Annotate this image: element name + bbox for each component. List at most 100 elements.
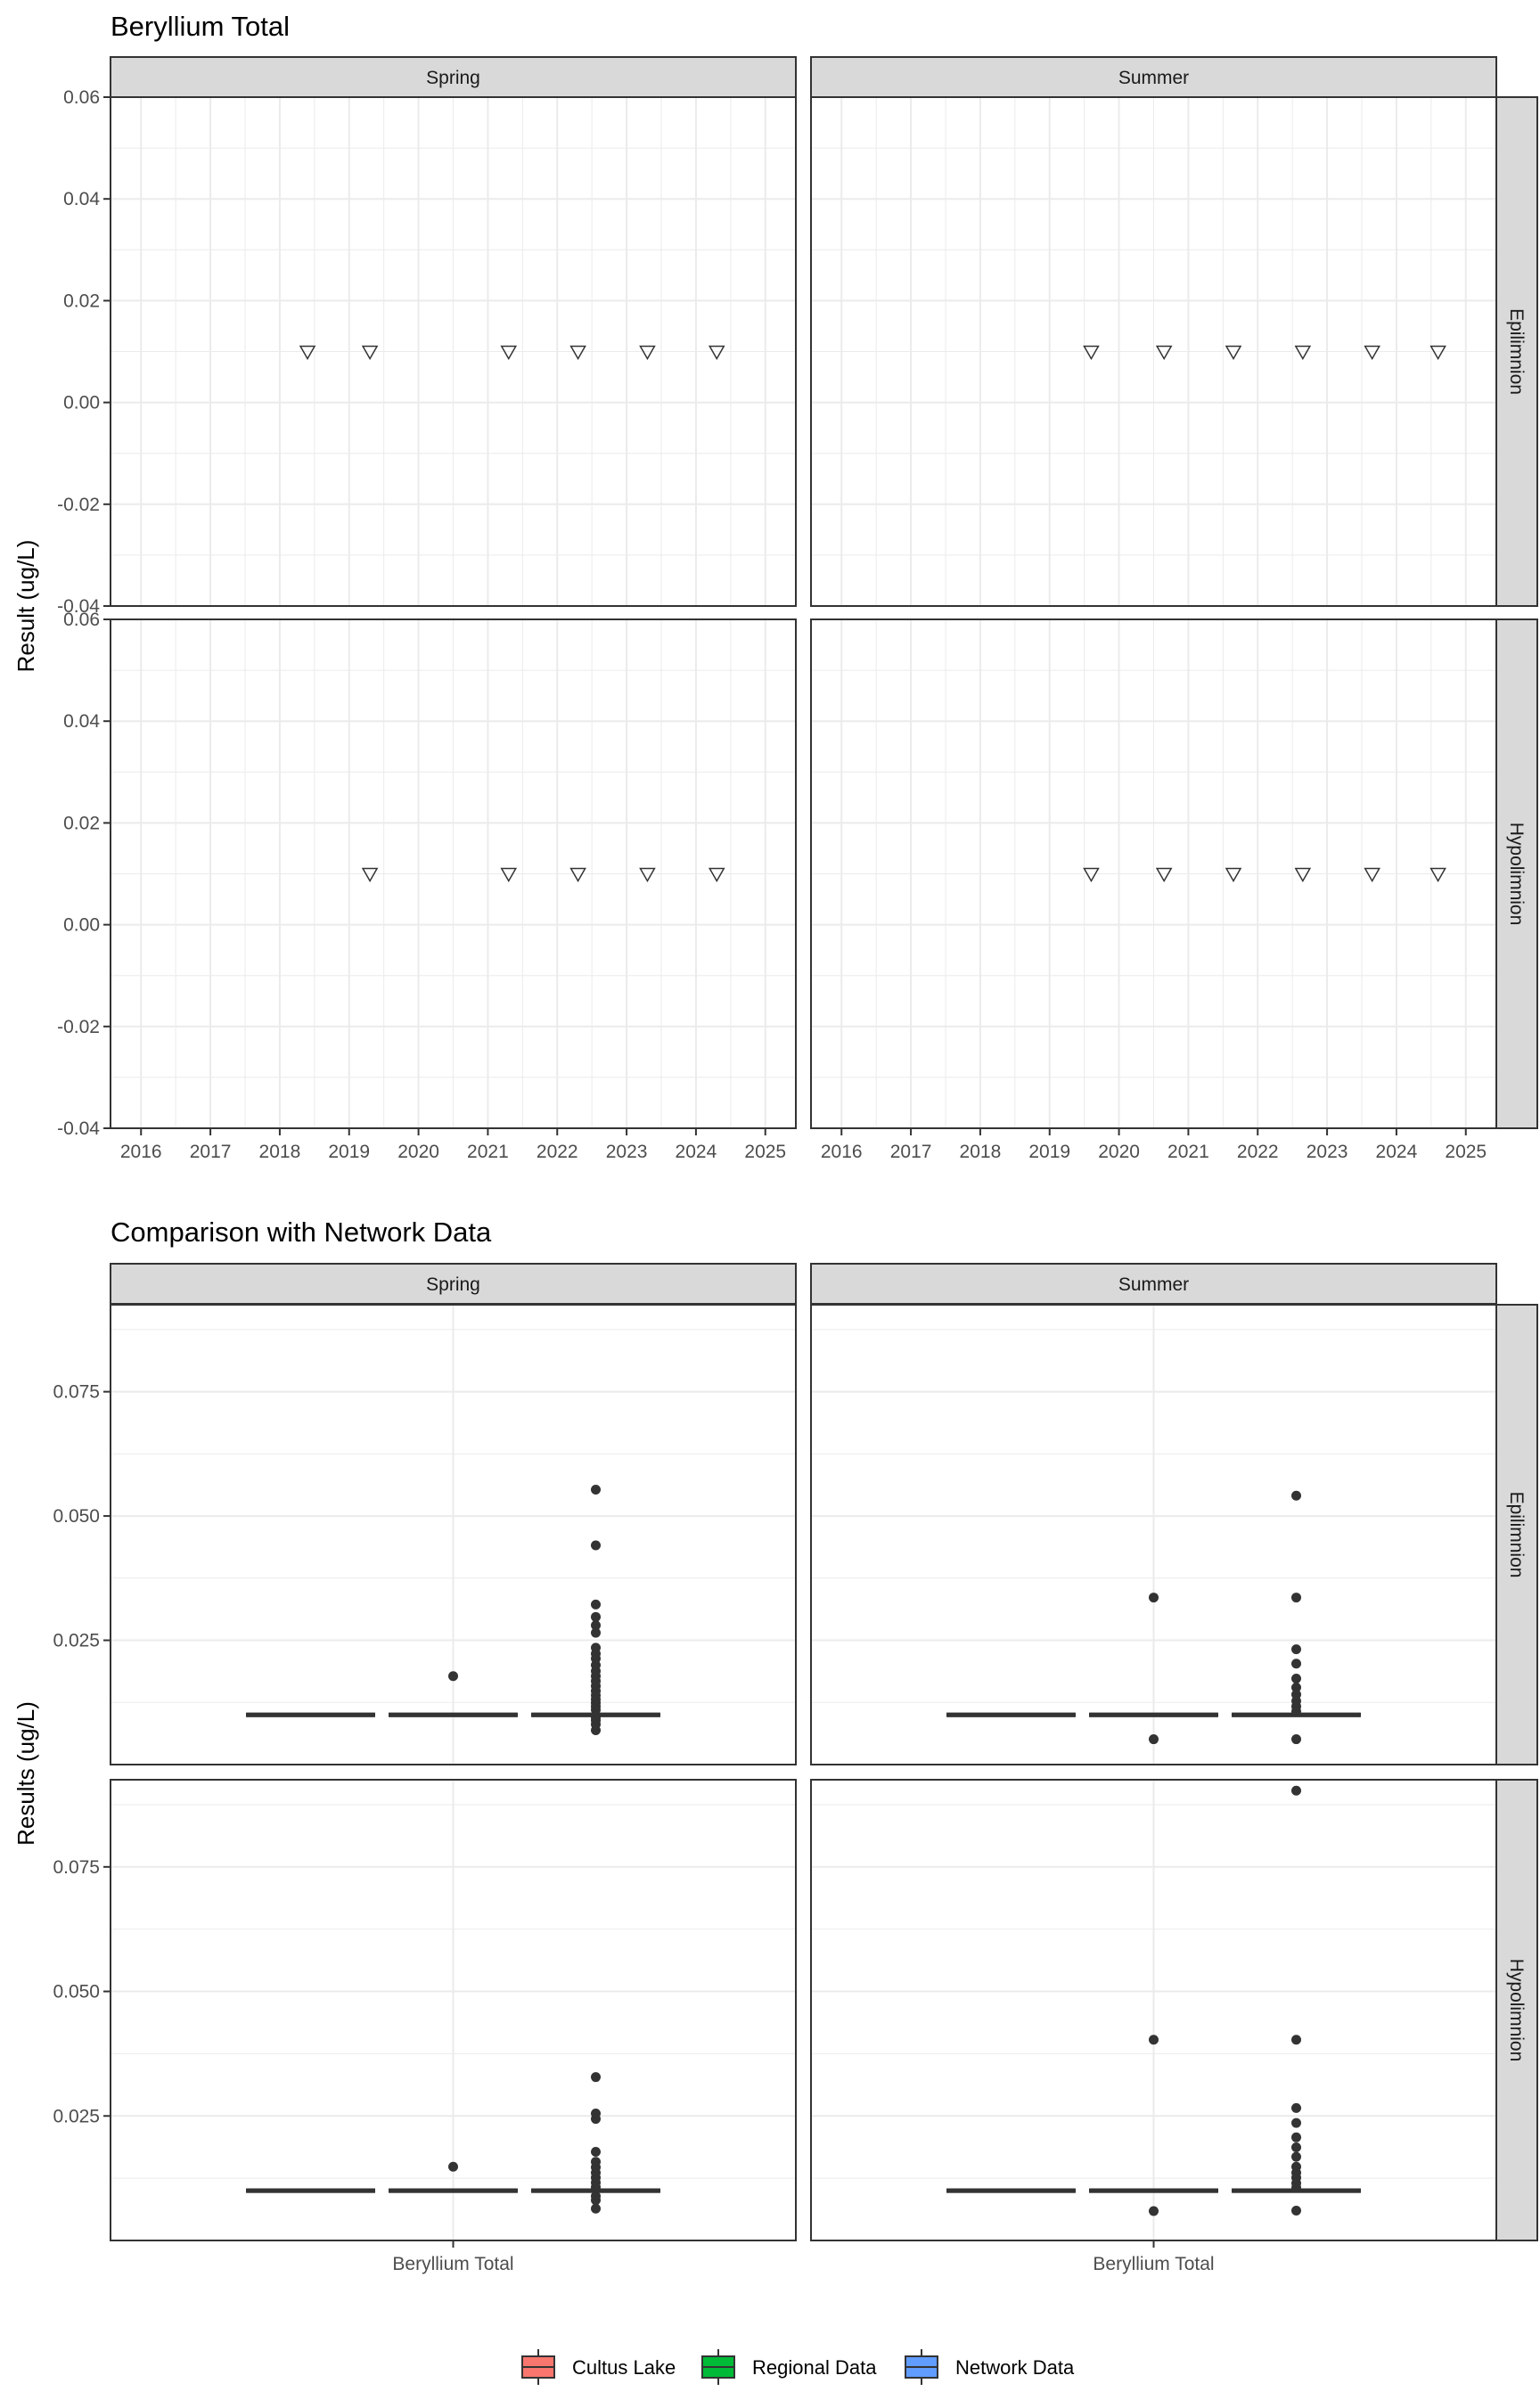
chart1-title: Beryllium Total [111,11,290,42]
chart2-row-epilimnion-strip-label: Epilimnion [1506,1492,1527,1578]
chart2-panel-hypolimnion-spring-outlier-network-data [591,2157,601,2167]
chart2-x-tick-label: Beryllium Total [1093,2254,1214,2274]
chart1-row-epilimnion-strip-label: Epilimnion [1506,308,1527,395]
chart2-panel-hypolimnion-summer-outlier-network-data [1291,2142,1301,2152]
chart1-y-tick-label: 0.04 [63,711,100,732]
chart2-row-epilimnion-strip [1495,1304,1538,1765]
chart2-panel-epilimnion-spring-outlier-network-data [591,1485,601,1495]
chart1-y-tick-label: -0.04 [57,596,100,617]
chart1-panel-epilimnion-spring-point [500,345,518,361]
chart1-panel-epilimnion-spring-point [299,345,316,361]
chart1-panel-epilimnion-summer-point [1429,345,1446,361]
chart1-panel-epilimnion-spring-point [639,345,656,361]
chart2-panel-epilimnion-spring-border [110,1304,797,1765]
chart1-x-tick-label: 2025 [744,1142,786,1162]
legend-item-cultus-lake-label: Cultus Lake [572,2356,676,2379]
chart1-x-tick-label: 2018 [259,1142,301,1162]
chart2-panel-epilimnion-summer-outlier-regional-data [1149,1734,1159,1745]
chart1-x-tick-label: 2023 [606,1142,648,1162]
chart2-col-summer-strip-label: Summer [1118,1274,1189,1295]
chart2-panel-epilimnion-summer-outlier-network-data [1291,1659,1301,1669]
chart1-x-tick-label: 2023 [1307,1142,1348,1162]
chart2-y-tick-label: 0.025 [53,1631,100,1651]
chart2-panel-hypolimnion-summer-outlier-network-data [1291,2132,1301,2142]
chart1-panel-hypolimnion-summer-point [1155,867,1173,883]
chart1-panel-epilimnion-summer-point [1155,345,1173,361]
chart1-panel-hypolimnion-spring-point [639,867,656,883]
chart1-x-tick-label: 2019 [1028,1142,1070,1162]
chart1-panel-hypolimnion-spring-point [708,867,725,883]
chart2-panel-epilimnion-spring-outlier-network-data [591,1642,601,1653]
chart1-panel-epilimnion-summer-point [1294,345,1312,361]
chart1-x-tick-label: 2020 [1098,1142,1140,1162]
chart2-panel-hypolimnion-summer-outlier-network-data [1291,2102,1301,2113]
legend-item-regional-data-label: Regional Data [752,2356,877,2379]
chart1-panel-epilimnion-spring-point [569,345,586,361]
chart1-y-axis-label: Result (ug/L) [12,540,39,673]
chart2-x-tick-label: Beryllium Total [392,2254,513,2274]
chart1-panel-hypolimnion-summer-point [1225,867,1242,883]
chart2-panel-epilimnion-summer-outlier-network-data [1291,1734,1301,1745]
chart2-col-summer-strip [810,1263,1497,1305]
chart2-panel-hypolimnion-spring-outlier-network-data [591,2147,601,2158]
chart2-panel-hypolimnion-summer-outlier-regional-data [1149,2206,1159,2216]
chart2-panel-epilimnion-summer-outlier-network-data [1291,1689,1301,1700]
chart1-panel-hypolimnion-spring-point [361,867,379,883]
chart1-y-tick-label: 0.00 [63,915,100,936]
chart1-y-tick-label: -0.04 [57,1118,100,1139]
chart1-x-tick-label: 2017 [890,1142,932,1162]
chart2-y-tick-label: 0.050 [53,1982,100,2003]
chart2-panel-epilimnion-spring-outlier-network-data [591,1611,601,1622]
chart2-panel-epilimnion-summer-outlier-network-data [1291,1644,1301,1655]
chart2-panel-epilimnion-spring-outlier-network-data [591,1712,601,1723]
chart1-panel-hypolimnion-summer-point [1083,867,1100,883]
chart2-panel-hypolimnion-spring-outlier-regional-data [448,2161,458,2172]
chart1-panel-hypolimnion-summer-point [1364,867,1380,883]
chart1-panel-epilimnion-summer-point [1083,345,1100,361]
chart2-y-tick-label: 0.075 [53,1857,100,1878]
chart2-panel-epilimnion-summer-outlier-network-data [1291,1490,1301,1501]
chart1-col-summer-strip-label: Summer [1118,68,1189,88]
chart2-panel-epilimnion-spring-outlier-network-data [591,1599,601,1610]
chart1-panel-epilimnion-spring-border [110,96,797,607]
chart1-panel-hypolimnion-summer-point [1429,867,1446,883]
chart2-panel-hypolimnion-summer-outlier-network-data [1291,2151,1301,2162]
chart1-panel-epilimnion-spring-point [708,345,725,361]
chart1-y-tick-label: 0.06 [63,87,100,108]
chart1-x-tick-label: 2022 [1237,1142,1279,1162]
chart1-col-spring-strip-label: Spring [426,68,480,88]
chart1-x-tick-label: 2024 [676,1142,717,1162]
chart2-title: Comparison with Network Data [111,1216,492,1248]
chart1-y-tick-label: -0.02 [57,1017,100,1037]
chart1-x-tick-label: 2021 [467,1142,509,1162]
chart1-x-tick-label: 2016 [120,1142,162,1162]
chart2-panel-epilimnion-summer-outlier-network-data [1291,1683,1301,1693]
chart1-y-tick-label: 0.02 [63,813,100,833]
chart1-y-tick-label: 0.00 [63,393,100,414]
chart2-y-tick-label: 0.050 [53,1506,100,1527]
chart1-row-hypolimnion-strip-label: Hypolimnion [1506,823,1527,926]
chart2-panel-hypolimnion-spring-outlier-network-data [591,2203,601,2214]
chart2-panel-epilimnion-summer-outlier-regional-data [1149,1593,1159,1603]
chart2-panel-hypolimnion-summer-outlier-network-data [1291,1785,1301,1796]
chart2-col-spring-strip-label: Spring [426,1274,480,1295]
chart2-col-spring-strip [110,1263,797,1305]
chart1-panel-epilimnion-summer-point [1364,345,1380,361]
chart1-x-tick-label: 2018 [960,1142,1002,1162]
chart2-panel-epilimnion-summer-outlier-network-data [1291,1673,1301,1683]
chart1-panel-hypolimnion-spring-point [500,867,518,883]
chart2-panel-hypolimnion-summer-outlier-network-data [1291,2035,1301,2045]
chart1-x-tick-label: 2024 [1376,1142,1418,1162]
chart1-panel-hypolimnion-summer-point [1294,867,1312,883]
chart1-x-tick-label: 2025 [1445,1142,1487,1162]
chart1-x-tick-label: 2019 [328,1142,370,1162]
chart1-panel-epilimnion-summer-point [1225,345,1242,361]
chart1-x-tick-label: 2020 [397,1142,439,1162]
chart2-panel-hypolimnion-summer-outlier-network-data [1291,2117,1301,2128]
chart2-panel-epilimnion-spring-outlier-network-data [591,1540,601,1551]
chart2-panel-epilimnion-summer-outlier-network-data [1291,1593,1301,1603]
chart1-x-tick-label: 2017 [190,1142,232,1162]
chart2-panel-hypolimnion-summer-outlier-network-data [1291,2161,1301,2172]
